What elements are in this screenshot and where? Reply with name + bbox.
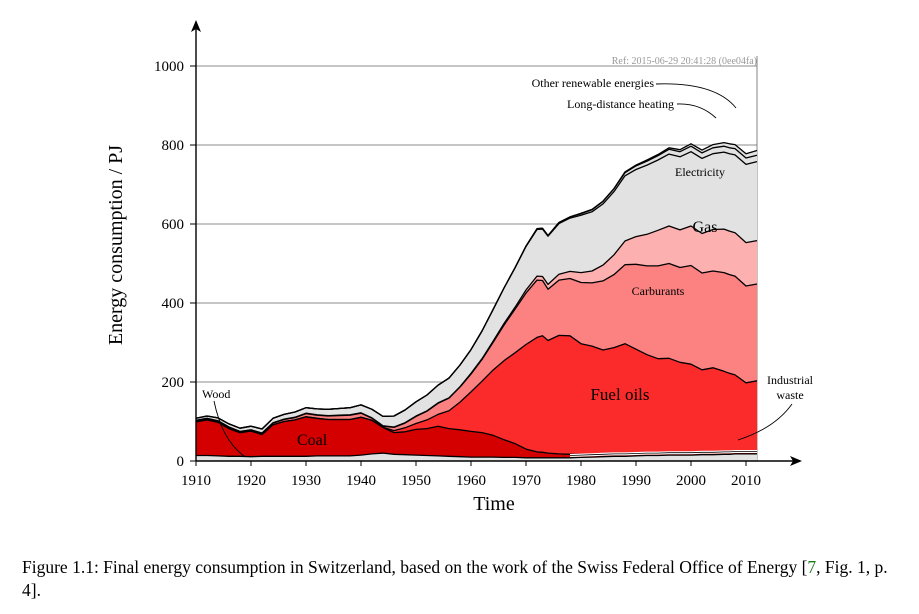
other-renewables-label: Other renewable energies <box>532 76 655 90</box>
wood-leader <box>213 400 245 457</box>
x-tick-label-1990: 1990 <box>621 473 651 489</box>
x-tick-label-2000: 2000 <box>676 473 706 489</box>
caption-text-start: Figure 1.1: Final energy consumption in … <box>22 557 808 577</box>
y-tick-label-1000: 1000 <box>154 59 184 75</box>
y-tick-label-200: 200 <box>162 375 185 391</box>
x-tick-label-2010: 2010 <box>731 473 761 489</box>
x-tick-label-1910: 1910 <box>181 473 211 489</box>
x-tick-label-1980: 1980 <box>566 473 596 489</box>
gas-label: Gas <box>693 219 718 236</box>
carburants-label: Carburants <box>632 284 685 298</box>
axes <box>191 20 802 466</box>
x-tick-label-1920: 1920 <box>236 473 266 489</box>
industrial-waste-leader <box>737 403 793 441</box>
area-electricity <box>196 151 757 433</box>
area-outlines <box>195 141 758 459</box>
y-tick-label-400: 400 <box>162 296 185 312</box>
x-tick-label-1950: 1950 <box>401 473 431 489</box>
area-gas <box>196 226 757 434</box>
industrial-label: Industrial <box>767 373 814 387</box>
reference-note: Ref: 2015-06-29 20:41:28 (0ee04fa) <box>612 56 757 67</box>
y-axis-label: Energy consumption / PJ <box>105 145 127 345</box>
label-leader-lines <box>213 83 793 457</box>
x-axis-label: Time <box>473 493 515 515</box>
area-coal <box>196 416 757 458</box>
outline-gas <box>195 225 758 434</box>
y-tick-label-600: 600 <box>162 217 185 233</box>
outline-other-renewable-energies <box>195 141 758 430</box>
citation-link[interactable]: 7 <box>807 557 817 577</box>
energy-consumption-chart: 0 200 400 600 800 1000 1910 1920 1930 1940 1950 196… <box>105 20 814 515</box>
y-tick-label-800: 800 <box>162 138 185 154</box>
wood-label: Wood <box>202 387 230 401</box>
caption-text-end: , Fig. 1, p. 4]. <box>22 557 888 600</box>
long-distance-heating-leader <box>676 103 717 119</box>
industrial-waste-outline <box>569 451 757 456</box>
figure-caption: Figure 1.1: Final energy consumption in … <box>22 556 902 602</box>
long-distance-heating-label: Long-distance heating <box>567 97 674 111</box>
x-tick-label-1960: 1960 <box>456 473 486 489</box>
electricity-label: Electricity <box>675 165 725 179</box>
waste-label: waste <box>776 388 803 402</box>
tick-labels: 0 200 400 600 800 1000 1910 1920 1930 1940 1950 196… <box>154 59 761 489</box>
x-tick-label-1970: 1970 <box>511 473 541 489</box>
outline-wood <box>196 452 757 459</box>
area-fuel-oils <box>196 335 757 455</box>
outline-fuel-oils <box>195 334 758 436</box>
area-carburants <box>196 263 757 435</box>
other-renewables-leader <box>655 83 737 109</box>
x-tick-label-1930: 1930 <box>291 473 321 489</box>
fuel-oils-label: Fuel oils <box>590 385 649 404</box>
series-labels: Wood Coal Fuel oils Carburants Gas Elect… <box>202 76 814 449</box>
area-wood <box>196 453 757 461</box>
x-tick-label-1940: 1940 <box>346 473 376 489</box>
y-tick-label-0: 0 <box>177 454 185 470</box>
coal-label: Coal <box>297 432 328 449</box>
ticks <box>190 65 747 466</box>
stacked-areas <box>196 142 757 461</box>
